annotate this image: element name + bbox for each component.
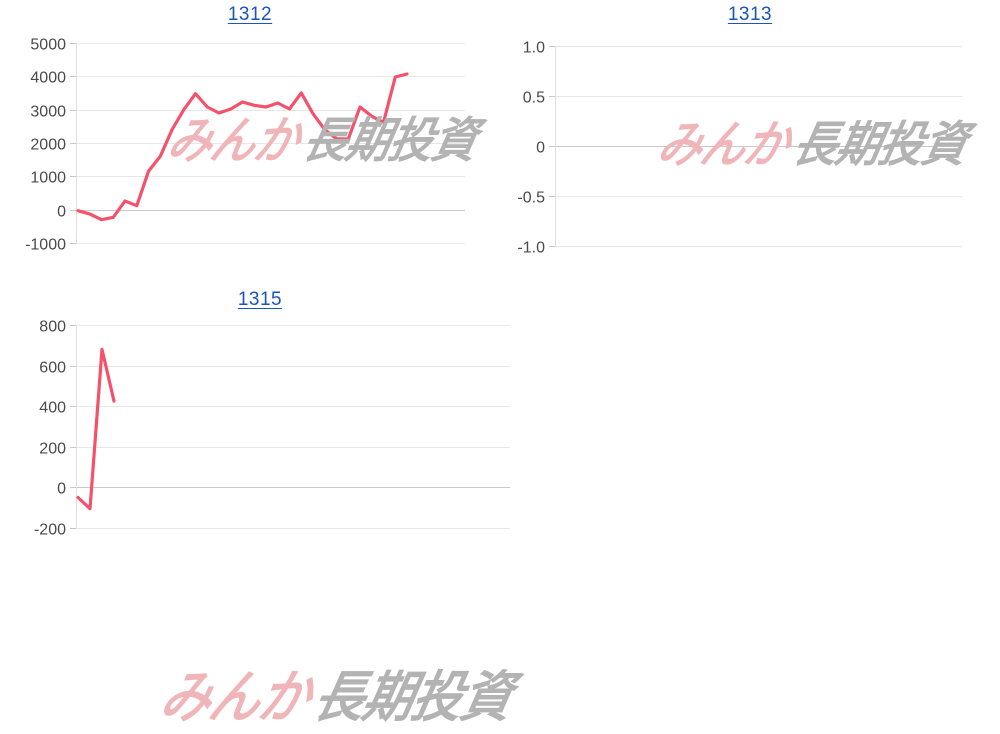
y-axis-tick-label: 1.0 xyxy=(523,40,545,57)
plot-area-1315: 800 600 400 200 0 -200 xyxy=(0,285,520,548)
chart-panel-1315: 1315 800 600 400 200 0 -200 みんか 長期投資 xyxy=(0,285,520,731)
y-axis-tick-label: 5000 xyxy=(30,37,66,54)
y-axis-tick-label: 0 xyxy=(57,481,66,498)
watermark-1315: みんか 長期投資 xyxy=(155,657,518,731)
chart-title-link-1315[interactable]: 1315 xyxy=(237,289,283,310)
watermark-gray-text: 長期投資 xyxy=(308,665,518,730)
plot-svg-1312: 5000 4000 3000 2000 1000 0 -1000 xyxy=(25,37,465,254)
y-axis-tick-label: -200 xyxy=(34,522,66,539)
y-axis-tick-label: 0 xyxy=(536,140,545,157)
plot-area-1313: 1.0 0.5 0 -0.5 -1.0 xyxy=(500,0,1000,274)
y-axis-tick-label: 2000 xyxy=(30,137,66,154)
series-line xyxy=(76,72,409,222)
y-axis-tick-label: 4000 xyxy=(30,70,66,87)
plot-svg-1313: 1.0 0.5 0 -0.5 -1.0 xyxy=(517,40,962,257)
series-line xyxy=(76,347,116,511)
y-axis-tick-label: 0.5 xyxy=(523,90,545,107)
y-axis-tick-label: 3000 xyxy=(30,104,66,121)
chart-title-link-1313[interactable]: 1313 xyxy=(727,4,773,25)
y-axis-tick-label: 1000 xyxy=(30,170,66,187)
chart-panel-1312: 1312 5000 4000 3000 2000 1000 0 -1000 みんか 長期投資 xyxy=(0,0,500,274)
y-axis-tick-label: -0.5 xyxy=(517,190,545,207)
y-axis-tick-label: 400 xyxy=(39,400,66,417)
chart-panel-1313: 1313 1.0 0.5 0 -0.5 -1.0 みんか 長期投資 xyxy=(500,0,1000,274)
plot-area-1312: 5000 4000 3000 2000 1000 0 -1000 xyxy=(0,0,500,274)
watermark-pink-text: みんか xyxy=(154,664,317,731)
chart-title-link-1312[interactable]: 1312 xyxy=(227,4,273,25)
y-axis-tick-label: 200 xyxy=(39,441,66,458)
plot-svg-1315: 800 600 400 200 0 -200 xyxy=(34,319,510,539)
y-axis-tick-label: 0 xyxy=(57,204,66,221)
y-axis-tick-label: 600 xyxy=(39,360,66,377)
y-axis-tick-label: -1000 xyxy=(25,237,66,254)
y-axis-tick-label: -1.0 xyxy=(517,240,545,257)
y-axis-tick-label: 800 xyxy=(39,319,66,336)
